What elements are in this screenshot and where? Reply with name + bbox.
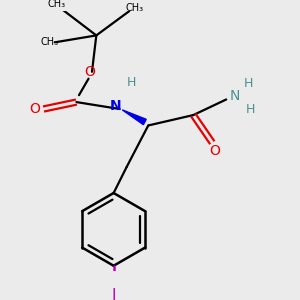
- Text: CH₃: CH₃: [47, 0, 65, 9]
- Text: O: O: [29, 102, 40, 116]
- Text: O: O: [84, 65, 95, 79]
- Polygon shape: [122, 110, 146, 125]
- Text: I: I: [111, 288, 116, 300]
- Text: CH₃: CH₃: [125, 3, 143, 13]
- Text: H: H: [244, 77, 254, 90]
- Text: CH₃: CH₃: [40, 37, 58, 47]
- Text: O: O: [209, 144, 220, 158]
- Text: H: H: [126, 76, 136, 89]
- Text: H: H: [246, 103, 255, 116]
- Text: N: N: [230, 89, 240, 103]
- Text: N: N: [110, 99, 121, 113]
